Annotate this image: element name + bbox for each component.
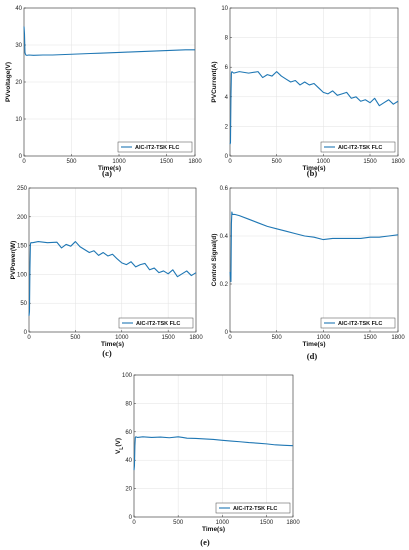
y-tick-label: 0 (24, 330, 28, 336)
x-tick-label: 500 (272, 159, 283, 165)
y-tick-label: 100 (122, 373, 133, 379)
x-tick-label: 0 (22, 159, 26, 165)
axes-box (229, 187, 399, 333)
x-tick-label: 500 (66, 159, 77, 165)
x-tick-label: 1000 (112, 159, 126, 165)
y-tick-label: 0 (225, 330, 229, 336)
y-axis-label: Control Signal(d) (211, 234, 218, 287)
y-axis-label: PVPower(W) (10, 241, 17, 280)
x-tick-label: 1000 (115, 335, 129, 341)
x-tick-label: 500 (173, 520, 184, 526)
y-tick-label: 0.2 (220, 282, 229, 288)
y-tick-label: 20 (125, 487, 132, 493)
y-tick-label: 6 (225, 65, 229, 71)
x-tick-label: 1500 (260, 520, 274, 526)
y-tick-label: 20 (15, 80, 22, 86)
y-tick-label: 150 (17, 244, 28, 250)
y-tick-label: 2 (225, 124, 229, 130)
y-axis-label: PVvoltage(V) (5, 62, 12, 102)
legend-label: AIC-IT2-TSK FLC (135, 145, 179, 151)
series-line (229, 71, 399, 145)
legend-box (117, 141, 193, 153)
x-axis-label: Time(s) (202, 526, 225, 533)
x-tick-label: 500 (272, 335, 283, 341)
y-tick-label: 0.4 (220, 234, 229, 240)
x-tick-label: 0 (27, 335, 31, 341)
y-tick-label: 50 (20, 301, 27, 307)
y-tick-label: 0.6 (220, 186, 229, 192)
y-tick-label: 4 (225, 95, 229, 101)
y-axis-label-sub: L (119, 447, 125, 450)
x-tick-label: 1000 (317, 159, 331, 165)
panel-caption: (d) (307, 351, 318, 361)
y-tick-label: 200 (17, 215, 28, 221)
y-tick-label: 0 (225, 154, 229, 160)
y-tick-label: 80 (125, 401, 132, 407)
x-tick-label: 1500 (161, 335, 175, 341)
y-axis-label: VL(V) (115, 438, 125, 454)
chart-panel-e: 0 500 1000 1500 1800 0 20 40 60 80 100 Time(s) VL(V)… (115, 373, 300, 547)
axes-box (229, 7, 399, 157)
x-tick-label: 1000 (317, 335, 331, 341)
y-tick-label: 40 (125, 458, 132, 464)
x-tick-label: 1800 (189, 335, 203, 341)
legend-box (320, 141, 396, 153)
legend-box (320, 317, 396, 329)
x-tick-label: 1800 (391, 159, 405, 165)
y-axis-label-unit: (V) (115, 438, 122, 447)
y-tick-label: 100 (17, 272, 28, 278)
legend-label: AIC-IT2-TSK FLC (136, 321, 180, 327)
y-tick-label: 0 (19, 154, 23, 160)
chart-panel-c: 0 500 1000 1500 1800 0 50 100 150 200 250 Time(s) PV… (10, 186, 203, 358)
x-tick-label: 0 (228, 335, 232, 341)
chart-panel-a: 0 500 1000 1500 1800 0 10 20 30 40 Time(s) PVvoltag… (5, 6, 202, 178)
panel-caption: (a) (102, 168, 112, 178)
series-line (133, 436, 294, 471)
x-tick-label: 1800 (391, 335, 405, 341)
legend-label: AIC-IT2-TSK FLC (338, 321, 382, 327)
y-tick-label: 250 (17, 186, 28, 192)
x-tick-label: 1800 (188, 159, 202, 165)
legend-label: AIC-IT2-TSK FLC (338, 145, 382, 151)
panel-caption: (e) (200, 537, 210, 547)
axes-box (133, 374, 294, 518)
y-tick-label: 10 (15, 117, 22, 123)
y-axis-label-main: V (115, 449, 122, 454)
y-tick-label: 10 (221, 6, 228, 12)
x-tick-label: 1500 (363, 159, 377, 165)
x-axis-label: Time(s) (98, 165, 121, 172)
chart-panel-d: 0 500 1000 1500 1800 0 0.2 0.4 0.6 Time(s) Control… (211, 186, 405, 361)
y-tick-label: 8 (225, 36, 229, 42)
x-axis-label: Time(s) (303, 165, 326, 172)
x-tick-label: 1000 (216, 520, 230, 526)
x-tick-label: 1500 (363, 335, 377, 341)
panel-caption: (b) (307, 168, 318, 178)
y-tick-label: 0 (129, 515, 133, 521)
x-tick-label: 500 (70, 335, 81, 341)
y-tick-label: 30 (15, 43, 22, 49)
series-line (28, 241, 197, 316)
x-axis-label: Time(s) (101, 341, 124, 348)
axes-box (28, 187, 197, 333)
legend-label: AIC-IT2-TSK FLC (233, 506, 277, 512)
x-tick-label: 0 (132, 520, 136, 526)
series-line (229, 211, 399, 283)
y-tick-label: 60 (125, 430, 132, 436)
y-tick-label: 40 (15, 6, 22, 12)
legend-box (215, 502, 291, 514)
panel-caption: (c) (102, 348, 112, 358)
series-line (23, 26, 195, 56)
x-tick-label: 0 (228, 159, 232, 165)
x-tick-label: 1800 (286, 520, 300, 526)
x-tick-label: 1500 (160, 159, 174, 165)
x-axis-label: Time(s) (303, 341, 326, 348)
legend-box (118, 317, 194, 329)
y-axis-label: PVCurrent(A) (211, 61, 218, 102)
chart-panel-b: 0 500 1000 1500 1800 0 2 4 6 8 10 Time(s) PVCurrent(… (211, 6, 405, 178)
